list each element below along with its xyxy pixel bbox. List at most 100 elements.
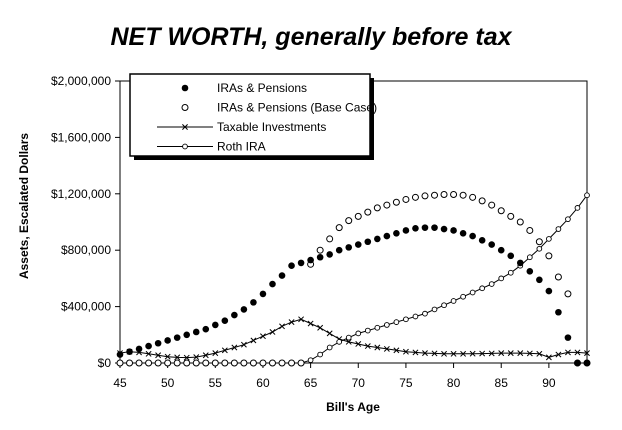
legend-label: Taxable Investments — [217, 120, 326, 134]
data-point — [355, 330, 362, 337]
data-point — [221, 347, 228, 354]
data-point — [192, 328, 200, 336]
x-tick-label: 85 — [495, 376, 509, 390]
data-point — [411, 193, 419, 201]
data-point-stroke — [145, 350, 152, 357]
data-point-stroke — [231, 344, 238, 351]
data-point — [116, 359, 124, 367]
data-point-stroke — [564, 349, 571, 356]
data-point — [488, 241, 495, 248]
data-point — [164, 353, 171, 360]
legend-box — [129, 73, 371, 157]
data-point — [488, 201, 496, 209]
data-point — [412, 225, 419, 232]
data-point — [384, 322, 390, 328]
data-point — [421, 192, 429, 200]
data-point — [345, 244, 353, 251]
data-point — [240, 359, 248, 367]
data-point — [354, 212, 362, 220]
data-point — [479, 350, 486, 357]
data-point — [383, 232, 391, 240]
data-point — [231, 344, 238, 351]
data-point — [516, 259, 524, 267]
series-layer — [116, 191, 591, 367]
data-point — [422, 350, 428, 357]
x-tick-label: 65 — [304, 376, 318, 390]
data-point — [326, 330, 333, 337]
data-point — [412, 313, 419, 320]
data-point — [326, 235, 334, 243]
data-point-stroke — [212, 350, 219, 357]
data-point — [393, 319, 400, 325]
series-line — [119, 318, 588, 359]
data-point-stroke — [345, 338, 352, 345]
data-point — [469, 289, 476, 296]
data-point-stroke — [526, 350, 533, 357]
data-point — [336, 339, 343, 345]
data-point — [383, 345, 390, 352]
data-point — [182, 124, 188, 130]
data-point — [355, 341, 362, 347]
data-point — [278, 359, 286, 367]
data-point-stroke — [460, 350, 467, 357]
data-point-stroke — [288, 319, 295, 326]
data-point-stroke — [422, 350, 428, 357]
data-point — [402, 195, 410, 203]
data-point — [145, 342, 152, 350]
data-point-stroke — [317, 324, 324, 331]
data-point — [545, 287, 553, 295]
data-point — [183, 331, 191, 339]
data-point — [526, 254, 533, 261]
y-tick-label: $2,000,000 — [51, 74, 111, 88]
data-point-stroke — [202, 352, 209, 359]
data-point — [459, 191, 467, 199]
data-point-stroke — [182, 124, 188, 130]
legend-label: IRAs & Pensions (Base Case) — [217, 101, 377, 115]
data-point — [317, 351, 323, 358]
data-point-stroke — [174, 354, 181, 361]
data-point-stroke — [355, 341, 362, 347]
chart-title: NET WORTH, generally before tax — [110, 23, 512, 51]
data-point — [507, 350, 514, 357]
data-point — [574, 205, 581, 211]
data-point — [373, 204, 381, 212]
data-point — [545, 354, 552, 361]
data-point — [202, 325, 210, 333]
data-point-stroke — [240, 341, 247, 348]
data-point-stroke — [450, 350, 457, 357]
series-iras-pensions — [116, 224, 591, 367]
data-point — [164, 359, 172, 367]
data-point — [564, 290, 572, 298]
data-point-stroke — [364, 343, 371, 350]
data-point — [526, 268, 534, 275]
data-point — [460, 293, 466, 300]
x-tick-label: 70 — [352, 376, 366, 390]
x-tick-label: 75 — [399, 376, 413, 390]
data-point — [469, 193, 477, 201]
data-point — [469, 350, 476, 357]
data-point — [516, 218, 524, 226]
data-point — [183, 359, 191, 367]
data-point — [412, 349, 419, 356]
data-point — [307, 320, 314, 327]
legend-item: Taxable Investments — [157, 120, 326, 134]
data-point — [354, 241, 362, 248]
legend-label: IRAs & Pensions — [217, 81, 307, 95]
x-tick-label: 55 — [209, 376, 223, 390]
data-point — [164, 337, 171, 344]
data-point-stroke — [536, 350, 543, 357]
data-point — [507, 252, 515, 260]
data-point-stroke — [221, 347, 228, 354]
data-point — [536, 350, 543, 357]
data-point — [431, 350, 438, 357]
y-tick-label: $1,600,000 — [51, 130, 111, 144]
data-point — [374, 324, 381, 331]
data-point — [250, 299, 257, 306]
data-point — [126, 348, 133, 356]
data-point — [497, 207, 505, 215]
data-point — [317, 324, 324, 331]
legend-item: IRAs & Pensions (Base Case) — [181, 101, 377, 115]
data-point — [393, 347, 400, 354]
data-point — [555, 351, 562, 358]
